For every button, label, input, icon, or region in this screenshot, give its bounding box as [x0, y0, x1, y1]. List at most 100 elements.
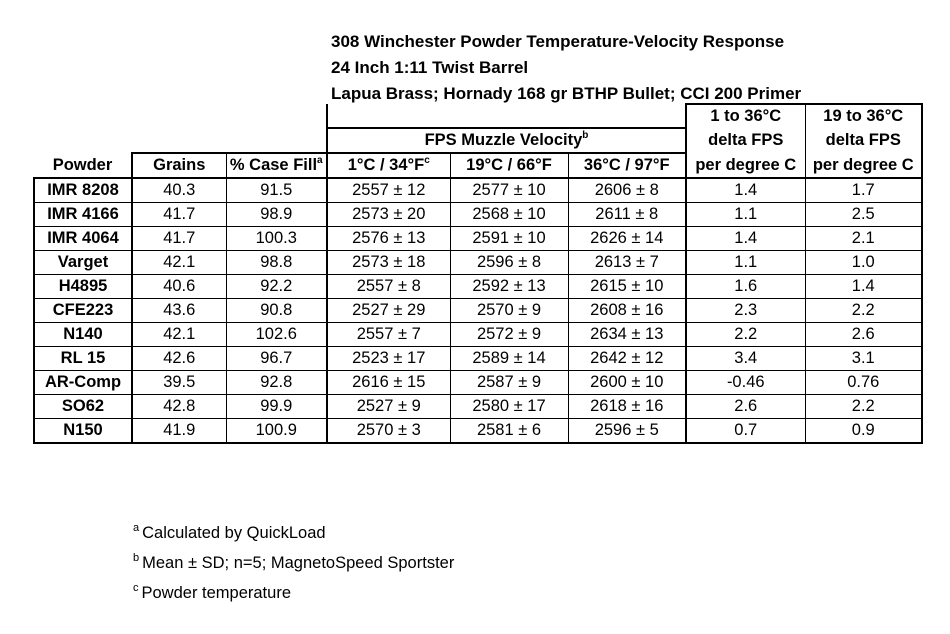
delta1-header-line: 1 to 36°C	[685, 103, 805, 128]
grains-header: Grains	[131, 152, 226, 178]
case-fill-cell: 91.5	[225, 177, 327, 203]
powder-cell: N150	[33, 418, 132, 444]
grains-cell: 42.6	[131, 346, 226, 371]
delta2-header-line: delta FPS	[804, 128, 923, 153]
delta-1-36-cell: 1.1	[685, 250, 805, 275]
case-fill-cell: 100.3	[225, 226, 327, 251]
velocity-19c-cell: 2572 ± 9	[449, 322, 568, 347]
delta-19-36-cell: 2.2	[804, 394, 923, 419]
velocity-36c-cell: 2608 ± 16	[567, 298, 686, 323]
footnote: a Calculated by QuickLoad	[133, 521, 326, 542]
powder-cell: H4895	[33, 274, 132, 299]
delta-1-36-cell: 0.7	[685, 418, 805, 444]
delta-1-36-cell: 2.2	[685, 322, 805, 347]
grains-cell: 41.7	[131, 226, 226, 251]
case-fill-cell: 98.8	[225, 250, 327, 275]
delta1-header-line: delta FPS	[685, 128, 805, 153]
velocity-group-header: FPS Muzzle Velocityb	[326, 127, 686, 153]
velocity-36c-cell: 2634 ± 13	[567, 322, 686, 347]
case-fill-cell: 99.9	[225, 394, 327, 419]
velocity-1c-cell: 2557 ± 8	[326, 274, 450, 299]
grains-cell: 41.7	[131, 202, 226, 227]
case-fill-header: % Case Filla	[225, 152, 327, 178]
delta-19-36-cell: 0.76	[804, 370, 923, 395]
velocity-1c-cell: 2570 ± 3	[326, 418, 450, 444]
powder-cell: SO62	[33, 394, 132, 419]
delta-19-36-cell: 3.1	[804, 346, 923, 371]
case-fill-cell: 98.9	[225, 202, 327, 227]
velocity-19c-cell: 2568 ± 10	[449, 202, 568, 227]
case-fill-cell: 96.7	[225, 346, 327, 371]
velocity-1c-cell: 2576 ± 13	[326, 226, 450, 251]
velocity-36c-cell: 2611 ± 8	[567, 202, 686, 227]
table-row: SO62 42.8 99.9 2527 ± 9 2580 ± 17 2618 ± 16 2.…	[33, 394, 923, 419]
velocity-19c-cell: 2580 ± 17	[449, 394, 568, 419]
powder-cell: IMR 4166	[33, 202, 132, 227]
title-line: 308 Winchester Powder Temperature-Veloci…	[331, 32, 785, 51]
delta-1-36-cell: 1.6	[685, 274, 805, 299]
table-row: IMR 4064 41.7 100.3 2576 ± 13 2591 ± 10 2626 …	[33, 226, 923, 251]
velocity-table: 1 to 36°C 19 to 36°C FPS Muzzle Velocity…	[33, 103, 923, 444]
velocity-19c-cell: 2577 ± 10	[449, 177, 568, 203]
temp2-header: 19°C / 66°F	[449, 152, 568, 178]
table-title: 308 Winchester Powder Temperature-Veloci…	[331, 29, 801, 107]
case-fill-cell: 92.8	[225, 370, 327, 395]
velocity-1c-cell: 2573 ± 18	[326, 250, 450, 275]
velocity-36c-cell: 2642 ± 12	[567, 346, 686, 371]
delta-1-36-cell: 1.1	[685, 202, 805, 227]
table-row: N150 41.9 100.9 2570 ± 3 2581 ± 6 2596 ± 5 0.7…	[33, 418, 923, 444]
powder-cell: Varget	[33, 250, 132, 275]
velocity-1c-cell: 2527 ± 29	[326, 298, 450, 323]
temp3-header: 36°C / 97°F	[567, 152, 686, 178]
velocity-19c-cell: 2596 ± 8	[449, 250, 568, 275]
velocity-1c-cell: 2573 ± 20	[326, 202, 450, 227]
velocity-36c-cell: 2613 ± 7	[567, 250, 686, 275]
delta-19-36-cell: 1.0	[804, 250, 923, 275]
table-row: H4895 40.6 92.2 2557 ± 8 2592 ± 13 2615 ± 10 1…	[33, 274, 923, 299]
velocity-36c-cell: 2615 ± 10	[567, 274, 686, 299]
velocity-1c-cell: 2523 ± 17	[326, 346, 450, 371]
powder-cell: IMR 8208	[33, 177, 132, 203]
delta-19-36-cell: 2.6	[804, 322, 923, 347]
velocity-1c-cell: 2557 ± 7	[326, 322, 450, 347]
velocity-19c-cell: 2581 ± 6	[449, 418, 568, 444]
delta-19-36-cell: 2.1	[804, 226, 923, 251]
velocity-19c-cell: 2591 ± 10	[449, 226, 568, 251]
velocity-36c-cell: 2626 ± 14	[567, 226, 686, 251]
grains-cell: 42.1	[131, 250, 226, 275]
delta2-header-line: per degree C	[804, 153, 923, 178]
grains-cell: 42.8	[131, 394, 226, 419]
powder-header: Powder	[52, 155, 113, 174]
delta-19-36-cell: 0.9	[804, 418, 923, 444]
case-fill-cell: 90.8	[225, 298, 327, 323]
table-row: N140 42.1 102.6 2557 ± 7 2572 ± 9 2634 ± 13 2.…	[33, 322, 923, 347]
footnote: c Powder temperature	[133, 581, 291, 602]
delta-1-36-cell: 1.4	[685, 226, 805, 251]
case-fill-cell: 102.6	[225, 322, 327, 347]
title-line: 24 Inch 1:11 Twist Barrel	[331, 58, 529, 77]
table-row: IMR 8208 40.3 91.5 2557 ± 12 2577 ± 10 2606 ±…	[33, 177, 923, 203]
velocity-1c-cell: 2557 ± 12	[326, 177, 450, 203]
temp1-header: 1°C / 34°Fc	[326, 152, 450, 178]
velocity-19c-cell: 2592 ± 13	[449, 274, 568, 299]
velocity-1c-cell: 2616 ± 15	[326, 370, 450, 395]
delta-1-36-cell: 3.4	[685, 346, 805, 371]
velocity-36c-cell: 2618 ± 16	[567, 394, 686, 419]
delta-1-36-cell: 1.4	[685, 177, 805, 203]
powder-cell: CFE223	[33, 298, 132, 323]
delta-19-36-cell: 2.5	[804, 202, 923, 227]
delta-1-36-cell: 2.6	[685, 394, 805, 419]
powder-cell: N140	[33, 322, 132, 347]
velocity-19c-cell: 2589 ± 14	[449, 346, 568, 371]
powder-cell: IMR 4064	[33, 226, 132, 251]
table-row: IMR 4166 41.7 98.9 2573 ± 20 2568 ± 10 2611 ±…	[33, 202, 923, 227]
delta-1-36-cell: -0.46	[685, 370, 805, 395]
footnotes: a Calculated by QuickLoad b Mean ± SD; n=5…	[133, 518, 454, 608]
velocity-1c-cell: 2527 ± 9	[326, 394, 450, 419]
delta-19-36-cell: 2.2	[804, 298, 923, 323]
powder-cell: RL 15	[33, 346, 132, 371]
grains-cell: 41.9	[131, 418, 226, 444]
delta-1-36-cell: 2.3	[685, 298, 805, 323]
delta2-header-line: 19 to 36°C	[804, 103, 923, 128]
